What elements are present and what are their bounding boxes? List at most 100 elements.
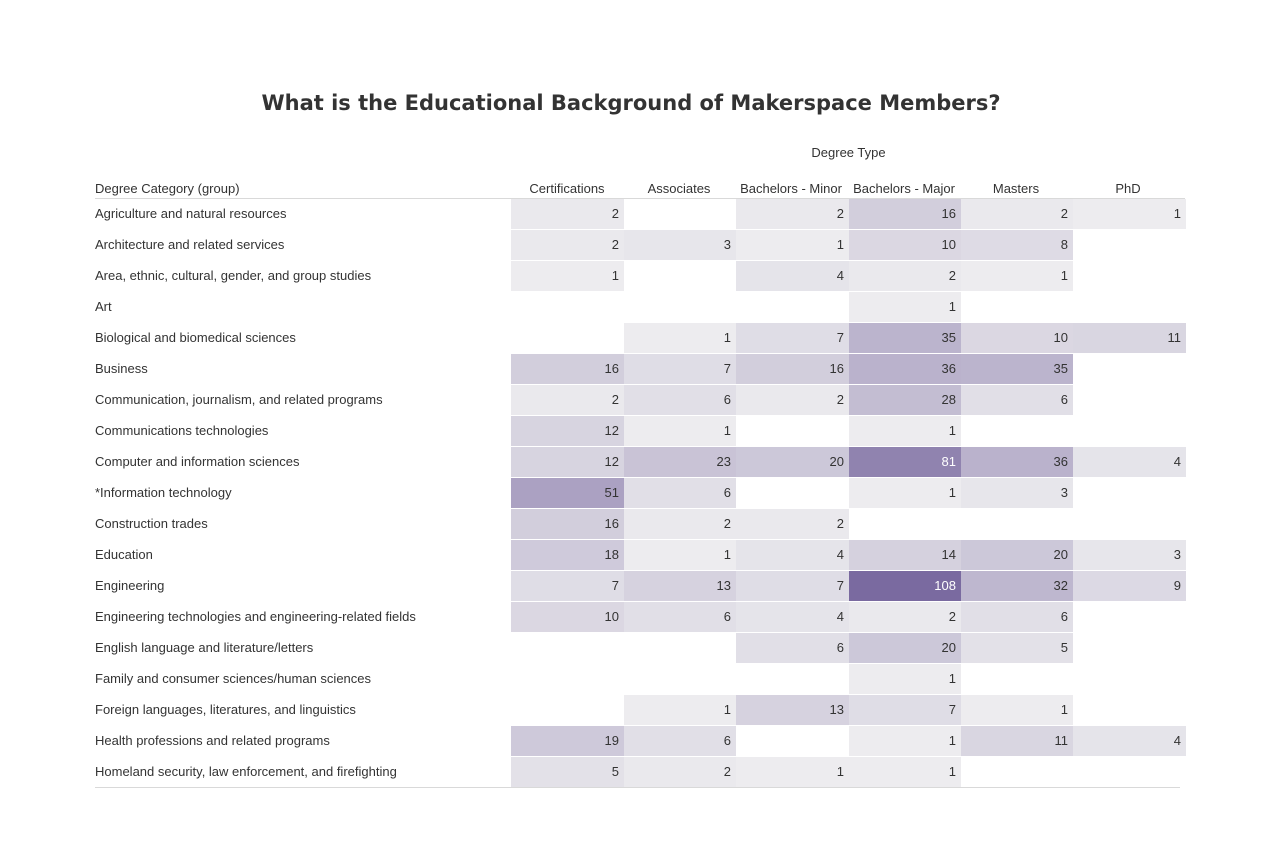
- row-label-biological-and-biomedical-sciences: Biological and biomedical sciences: [95, 330, 296, 345]
- heatmap-cell: 1: [961, 261, 1073, 291]
- row-label-business: Business: [95, 361, 148, 376]
- row-label-area-ethnic-cultural-gender-and-group-studies: Area, ethnic, cultural, gender, and grou…: [95, 268, 372, 283]
- heatmap-cell: 2: [624, 509, 736, 539]
- header-divider: [95, 198, 1185, 199]
- heatmap-cell: 2: [511, 385, 624, 415]
- heatmap-cell: 2: [511, 199, 624, 229]
- heatmap-cell: 51: [511, 478, 624, 508]
- row-label-family-and-consumer-sciences-human-sciences: Family and consumer sciences/human scien…: [95, 671, 372, 686]
- heatmap-cell: 7: [511, 571, 624, 601]
- heatmap-cell: 1: [624, 540, 736, 570]
- heatmap-cell: 4: [736, 602, 849, 632]
- heatmap-cell: 1: [849, 664, 961, 694]
- heatmap-cell: 1: [511, 261, 624, 291]
- heatmap-cell: 1: [849, 478, 961, 508]
- heatmap-cell: 36: [961, 447, 1073, 477]
- heatmap-cell: 35: [849, 323, 961, 353]
- heatmap-cell: 1: [849, 726, 961, 756]
- heatmap-cell: 2: [736, 509, 849, 539]
- heatmap-cell: 3: [1073, 540, 1186, 570]
- heatmap-cell: 1: [736, 230, 849, 260]
- heatmap-cell: 5: [961, 633, 1073, 663]
- heatmap-cell: 35: [961, 354, 1073, 384]
- heatmap-cell: 1: [624, 416, 736, 446]
- heatmap-cell: 6: [624, 602, 736, 632]
- heatmap-cell: 2: [849, 602, 961, 632]
- heatmap-cell: 3: [961, 478, 1073, 508]
- column-group-label: Degree Type: [811, 145, 886, 160]
- heatmap-cell: 6: [624, 385, 736, 415]
- column-header-bachelors-major: Bachelors - Major: [853, 181, 955, 196]
- heatmap-cell: 23: [624, 447, 736, 477]
- row-label-communications-technologies: Communications technologies: [95, 423, 269, 438]
- row-label-english-language-and-literature-letters: English language and literature/letters: [95, 640, 314, 655]
- bottom-divider: [95, 787, 1180, 788]
- heatmap-cell: 9: [1073, 571, 1186, 601]
- heatmap-cell: 4: [736, 261, 849, 291]
- row-label-construction-trades: Construction trades: [95, 516, 208, 531]
- heatmap-cell: 2: [736, 385, 849, 415]
- heatmap-cell: 4: [1073, 447, 1186, 477]
- heatmap-cell: 4: [736, 540, 849, 570]
- heatmap-cell: 19: [511, 726, 624, 756]
- row-label-information-technology: *Information technology: [95, 485, 232, 500]
- heatmap-cell: 1: [961, 695, 1073, 725]
- heatmap-cell: 3: [624, 230, 736, 260]
- heatmap-cell: 6: [961, 602, 1073, 632]
- heatmap-cell: 11: [1073, 323, 1186, 353]
- heatmap-cell: 36: [849, 354, 961, 384]
- row-label-engineering-technologies-and-engineering-related-fields: Engineering technologies and engineering…: [95, 609, 416, 624]
- heatmap-cell: 2: [961, 199, 1073, 229]
- heatmap-cell: 32: [961, 571, 1073, 601]
- heatmap-cell: 1: [849, 416, 961, 446]
- heatmap-cell: 14: [849, 540, 961, 570]
- heatmap-cell: 1: [624, 695, 736, 725]
- heatmap-cell: 7: [849, 695, 961, 725]
- column-header-phd: PhD: [1115, 181, 1141, 196]
- heatmap-cell: 11: [961, 726, 1073, 756]
- heatmap-cell: 4: [1073, 726, 1186, 756]
- row-label-homeland-security-law-enforcement-and-firefighting: Homeland security, law enforcement, and …: [95, 764, 397, 779]
- heatmap-cell: 16: [736, 354, 849, 384]
- heatmap-cell: 81: [849, 447, 961, 477]
- heatmap-cell: 1: [624, 323, 736, 353]
- heatmap-cell: 108: [849, 571, 961, 601]
- heatmap-cell: 13: [736, 695, 849, 725]
- row-label-engineering: Engineering: [95, 578, 165, 593]
- heatmap-cell: 10: [961, 323, 1073, 353]
- heatmap-cell: 16: [849, 199, 961, 229]
- row-header-label: Degree Category (group): [95, 181, 240, 196]
- row-label-communication-journalism-and-related-programs: Communication, journalism, and related p…: [95, 392, 383, 407]
- heatmap-cell: 8: [961, 230, 1073, 260]
- column-header-certifications: Certifications: [529, 181, 605, 196]
- heatmap-cell: 18: [511, 540, 624, 570]
- heatmap-cell: 12: [511, 416, 624, 446]
- heatmap-cell: 6: [736, 633, 849, 663]
- heatmap-cell: 1: [1073, 199, 1186, 229]
- heatmap-cell: 2: [511, 230, 624, 260]
- heatmap-cell: 7: [736, 571, 849, 601]
- column-header-masters: Masters: [992, 181, 1040, 196]
- column-header-associates: Associates: [647, 181, 711, 196]
- heatmap-cell: 2: [736, 199, 849, 229]
- heatmap-cell: 13: [624, 571, 736, 601]
- chart-title: What is the Educational Background of Ma…: [261, 91, 1001, 115]
- heatmap-cell: 6: [624, 478, 736, 508]
- heatmap-cell: 1: [849, 292, 961, 322]
- row-label-computer-and-information-sciences: Computer and information sciences: [95, 454, 300, 469]
- heatmap-cell: 28: [849, 385, 961, 415]
- heatmap-cell: 7: [736, 323, 849, 353]
- column-header-bachelors-minor: Bachelors - Minor: [740, 181, 842, 196]
- heatmap-cell: 2: [624, 757, 736, 787]
- row-label-architecture-and-related-services: Architecture and related services: [95, 237, 285, 252]
- row-label-health-professions-and-related-programs: Health professions and related programs: [95, 733, 330, 748]
- heatmap-cell: 1: [849, 757, 961, 787]
- row-label-agriculture-and-natural-resources: Agriculture and natural resources: [95, 206, 287, 221]
- heatmap-cell: 20: [849, 633, 961, 663]
- heatmap-cell: 12: [511, 447, 624, 477]
- heatmap-cell: 10: [511, 602, 624, 632]
- row-label-art: Art: [95, 299, 112, 314]
- heatmap-cell: 6: [961, 385, 1073, 415]
- heatmap-cell: 7: [624, 354, 736, 384]
- heatmap-cell: 10: [849, 230, 961, 260]
